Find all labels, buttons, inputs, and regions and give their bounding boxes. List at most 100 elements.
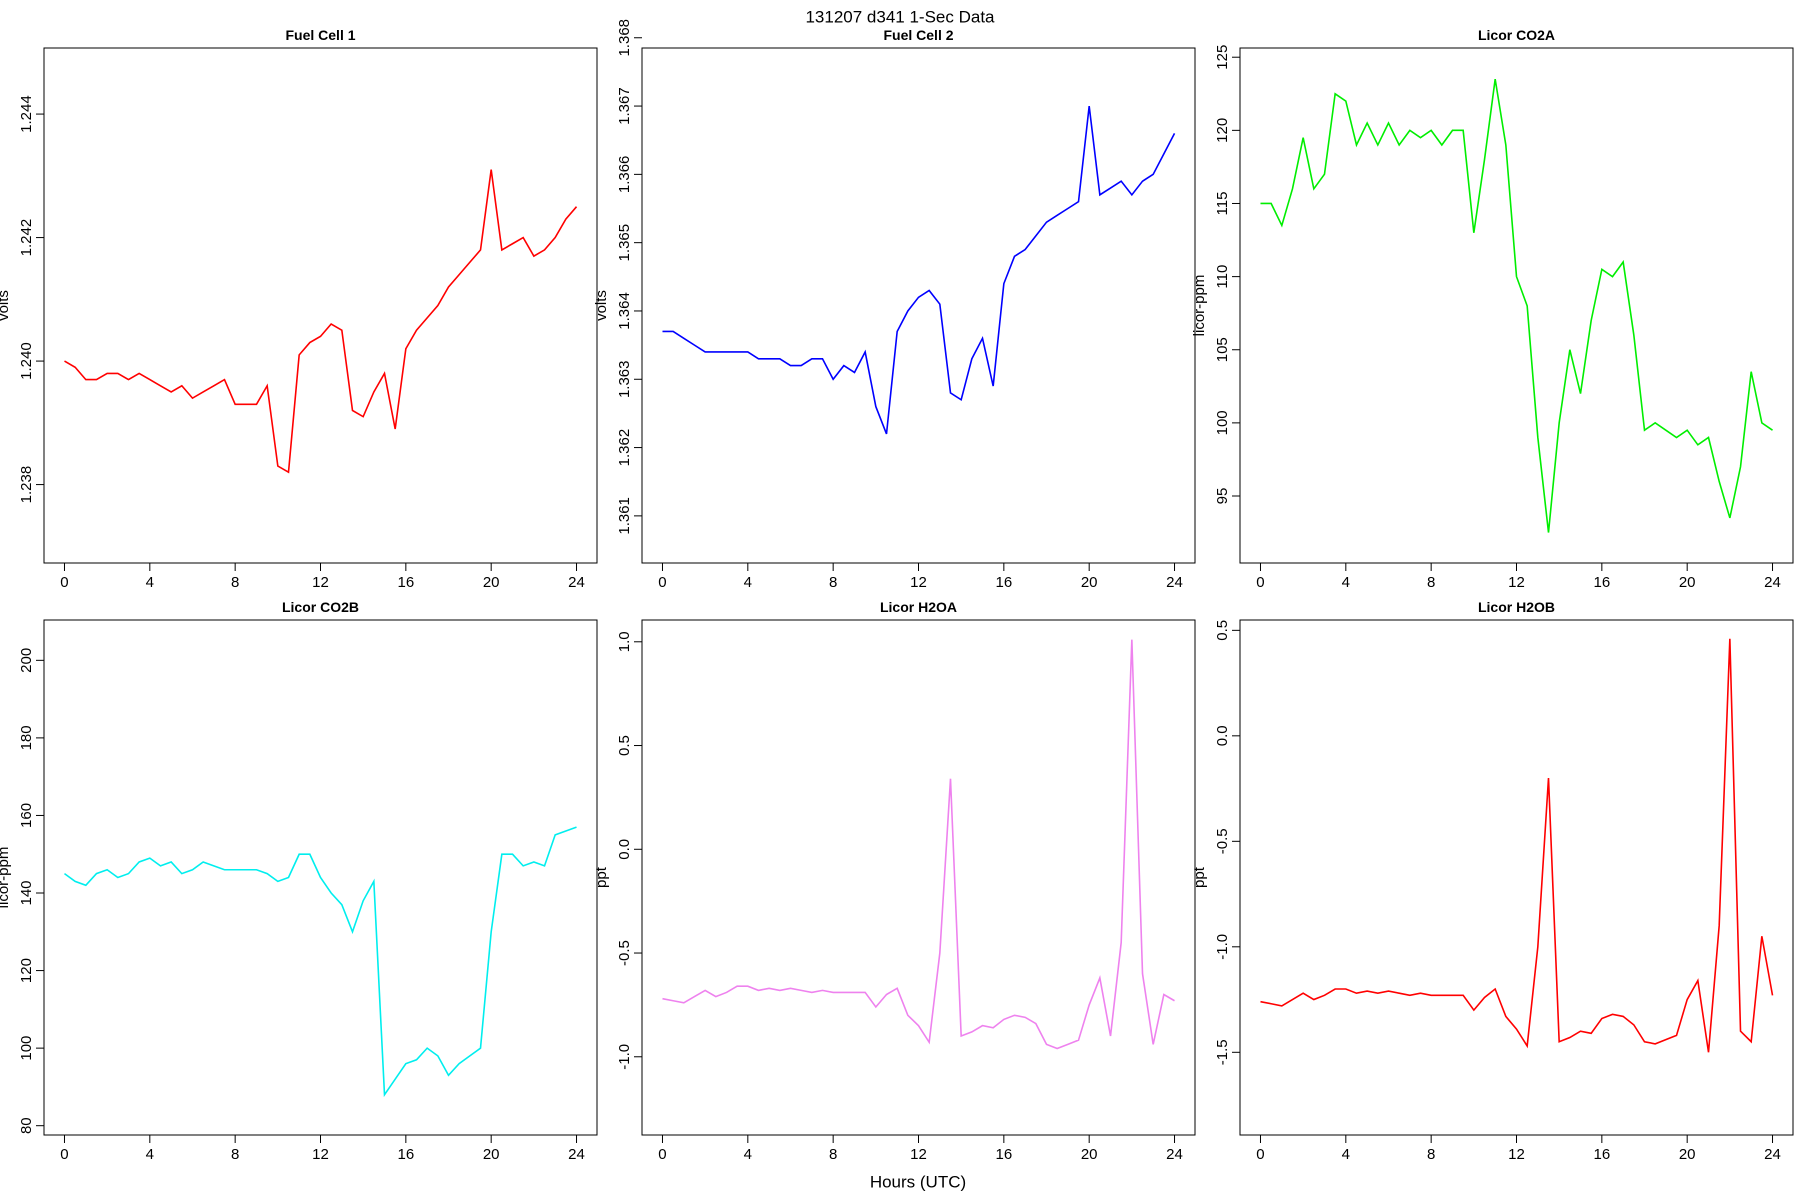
plot-frame xyxy=(1239,47,1794,564)
x-tick-label: 24 xyxy=(1166,574,1183,591)
y-tick-label: 1.364 xyxy=(616,292,633,330)
plot-frame xyxy=(43,619,598,1136)
y-tick-label: 100 xyxy=(18,1036,35,1061)
x-tick-label: 0 xyxy=(60,1146,68,1163)
y-tick-label: 110 xyxy=(1214,265,1231,289)
y-tick-label: 100 xyxy=(1214,410,1231,435)
y-tick-label: 120 xyxy=(18,958,35,983)
data-line xyxy=(662,639,1175,1050)
x-tick-label: 20 xyxy=(1081,1146,1098,1163)
x-tick-label: 0 xyxy=(658,574,666,591)
panel-title: Fuel Cell 1 xyxy=(285,27,355,43)
data-line xyxy=(64,169,578,474)
y-tick-label: 1.0 xyxy=(616,631,633,652)
panel: Licor CO2B licor-ppm 0 4 8 12 16 20 24 80 100 120 14… xyxy=(0,599,598,1163)
y-tick-label: 0.0 xyxy=(1214,725,1231,746)
plot-frame xyxy=(1239,619,1794,1136)
page-title: 131207 d341 1-Sec Data xyxy=(805,7,995,26)
x-tick-label: 4 xyxy=(744,1146,752,1163)
y-tick-label: 125 xyxy=(1214,45,1231,70)
x-tick-label: 20 xyxy=(1679,1146,1696,1163)
y-tick-label: -1.0 xyxy=(616,1044,633,1070)
plot-frame xyxy=(641,619,1196,1136)
x-tick-label: 0 xyxy=(1256,1146,1264,1163)
y-tick-label: 1.363 xyxy=(616,360,633,398)
y-tick-label: 1.365 xyxy=(616,224,633,262)
panel-title: Licor CO2B xyxy=(282,599,359,615)
y-tick-label: 140 xyxy=(18,880,35,905)
x-tick-label: 8 xyxy=(829,1146,837,1163)
x-tick-label: 24 xyxy=(1764,574,1781,591)
x-tick-label: 4 xyxy=(744,574,752,591)
x-tick-label: 0 xyxy=(1256,574,1264,591)
y-axis-label: licor-ppm xyxy=(1191,275,1208,337)
panel-title: Licor CO2A xyxy=(1478,27,1555,43)
x-tick-label: 12 xyxy=(910,574,927,591)
y-tick-label: 1.238 xyxy=(18,466,35,504)
y-tick-label: -1.5 xyxy=(1214,1039,1231,1065)
data-line xyxy=(64,826,577,1098)
x-tick-label: 16 xyxy=(995,574,1012,591)
y-tick-label: -1.0 xyxy=(1214,934,1231,960)
plot-frame xyxy=(43,47,598,564)
panel: Licor CO2A licor-ppm 0 4 8 12 16 20 24 95 100 105 11… xyxy=(1191,27,1794,591)
x-tick-label: 24 xyxy=(1166,1146,1183,1163)
x-tick-label: 12 xyxy=(910,1146,927,1163)
panel: Licor H2OA ppt 0 4 8 12 16 20 24 -1.0 -0.5 0.0 0.5 1.… xyxy=(593,599,1196,1163)
y-tick-label: 0.5 xyxy=(616,735,633,756)
panel-title: Licor H2OA xyxy=(880,599,957,615)
y-tick-label: 1.242 xyxy=(18,219,35,257)
x-tick-label: 0 xyxy=(60,574,68,591)
panel-title: Licor H2OB xyxy=(1478,599,1555,615)
x-axis-label: Hours (UTC) xyxy=(870,1172,966,1191)
panel: Fuel Cell 1 volts 0 4 8 12 16 20 24 1.238 1.240 1.2… xyxy=(0,27,598,591)
x-tick-label: 24 xyxy=(1764,1146,1781,1163)
y-tick-label: 1.366 xyxy=(616,156,633,194)
data-line xyxy=(1260,638,1774,1053)
x-tick-label: 16 xyxy=(397,1146,414,1163)
y-tick-label: -0.5 xyxy=(1214,828,1231,854)
y-tick-label: 80 xyxy=(18,1117,35,1134)
y-axis-label: ppt xyxy=(593,866,610,888)
x-tick-label: 8 xyxy=(231,1146,239,1163)
data-line xyxy=(662,105,1176,435)
x-tick-label: 8 xyxy=(231,574,239,591)
panel-title: Fuel Cell 2 xyxy=(883,27,953,43)
x-tick-label: 4 xyxy=(1342,574,1350,591)
x-tick-label: 16 xyxy=(1593,1146,1610,1163)
x-tick-label: 12 xyxy=(1508,1146,1525,1163)
y-tick-label: -0.5 xyxy=(616,940,633,966)
x-tick-label: 24 xyxy=(568,574,585,591)
y-tick-label: 1.362 xyxy=(616,429,633,467)
y-tick-label: 120 xyxy=(1214,118,1231,143)
x-tick-label: 20 xyxy=(1081,574,1098,591)
y-tick-label: 1.240 xyxy=(18,342,35,380)
x-tick-label: 12 xyxy=(1508,574,1525,591)
y-tick-label: 95 xyxy=(1214,488,1231,505)
y-tick-label: 180 xyxy=(18,725,35,750)
x-tick-label: 8 xyxy=(829,574,837,591)
y-tick-label: 1.368 xyxy=(616,19,633,57)
x-tick-label: 16 xyxy=(1593,574,1610,591)
x-tick-label: 12 xyxy=(312,1146,329,1163)
y-axis-label: volts xyxy=(0,290,12,321)
x-tick-label: 4 xyxy=(1342,1146,1350,1163)
x-tick-label: 16 xyxy=(397,574,414,591)
x-tick-label: 4 xyxy=(146,574,154,591)
y-tick-label: 160 xyxy=(18,803,35,828)
x-tick-label: 16 xyxy=(995,1146,1012,1163)
x-tick-label: 12 xyxy=(312,574,329,591)
x-tick-label: 20 xyxy=(483,574,500,591)
y-axis-label: ppt xyxy=(1191,866,1208,888)
x-tick-label: 8 xyxy=(1427,574,1435,591)
plot-frame xyxy=(641,47,1196,564)
panel: Licor H2OB ppt 0 4 8 12 16 20 24 -1.5 -1.0 -0.5 0.0 0… xyxy=(1191,599,1794,1163)
y-tick-label: 0.5 xyxy=(1214,620,1231,641)
y-axis-label: volts xyxy=(593,290,610,321)
data-line xyxy=(1260,79,1773,533)
panel: Fuel Cell 2 volts 0 4 8 12 16 20 24 1.361 1.362 1.3… xyxy=(593,19,1196,591)
y-tick-label: 1.361 xyxy=(616,497,633,535)
x-tick-label: 4 xyxy=(146,1146,154,1163)
y-tick-label: 1.367 xyxy=(616,87,633,125)
